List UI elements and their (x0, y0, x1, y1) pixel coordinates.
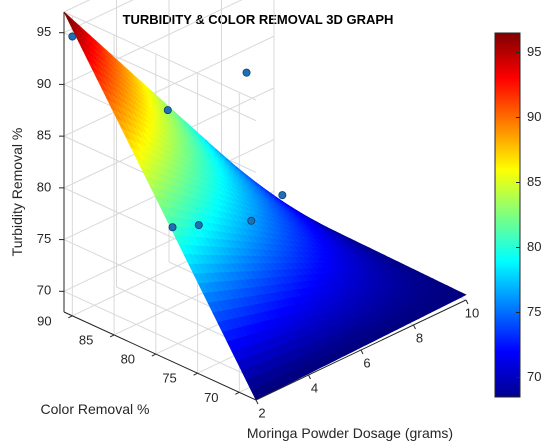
y-tick-mark (151, 353, 157, 357)
colorbar-gradient (494, 32, 521, 398)
z-tick-label: 85 (37, 128, 51, 143)
chart-title: TURBIDITY & COLOR REMOVAL 3D GRAPH (123, 12, 394, 27)
data-point (278, 191, 287, 200)
data-point (247, 216, 256, 225)
data-point (168, 223, 177, 232)
colorbar: 70 75 80 85 90 95 (494, 32, 541, 398)
colorbar-tick-label: 90 (527, 109, 541, 124)
x-tick-label: 4 (311, 380, 318, 395)
y-axis-line (63, 311, 257, 401)
colorbar-tick-label: 95 (527, 44, 541, 59)
x-tick-mark (255, 399, 259, 405)
x-tick-label: 8 (416, 330, 423, 345)
data-points (68, 32, 287, 232)
data-point (163, 106, 172, 115)
x-tick-mark (308, 374, 311, 380)
x-axis-label: Moringa Powder Dosage (grams) (247, 425, 453, 441)
x-tick-label: 2 (258, 405, 265, 420)
y-axis-label: Color Removal % (41, 401, 150, 417)
z-tick-label: 95 (37, 24, 51, 39)
data-point (242, 68, 251, 77)
colorbar-ticks: 70 75 80 85 90 95 (516, 44, 541, 384)
surface-mesh (63, 11, 467, 401)
data-point (68, 32, 77, 41)
y-tick-label: 90 (37, 313, 51, 328)
gridline (63, 290, 257, 380)
x-tick-mark (413, 324, 416, 330)
y-tick-label: 75 (162, 371, 176, 386)
z-tick-label: 75 (37, 231, 51, 246)
x-tick-mark (465, 299, 469, 305)
y-tick-label: 70 (204, 390, 218, 405)
colorbar-tick-label: 80 (527, 239, 541, 254)
z-axis-label: Turbidity Removal % (9, 128, 25, 257)
x-tick-label: 6 (363, 355, 370, 370)
colorbar-tick-label: 70 (527, 369, 541, 384)
y-tick-mark (68, 315, 73, 319)
y-tick-mark (109, 334, 115, 338)
z-tick-label: 80 (37, 179, 51, 194)
gridline (63, 11, 257, 101)
y-tick-mark (193, 372, 198, 376)
y-tick-label: 80 (121, 352, 135, 367)
z-tick-label: 70 (37, 283, 51, 298)
surface-cell (455, 292, 467, 298)
colorbar-tick-label: 75 (527, 304, 541, 319)
axes-layer: 2 4 6 8 10 70 75 80 85 90 70 75 80 85 90 95 (37, 12, 479, 420)
x-tick-label: 10 (465, 305, 479, 320)
x-tick-mark (360, 349, 364, 355)
z-tick-label: 90 (37, 76, 51, 91)
gridline (63, 0, 134, 34)
data-point (194, 221, 203, 230)
colorbar-tick-label: 85 (527, 174, 541, 189)
y-tick-mark (235, 391, 240, 395)
y-tick-label: 85 (79, 332, 93, 347)
